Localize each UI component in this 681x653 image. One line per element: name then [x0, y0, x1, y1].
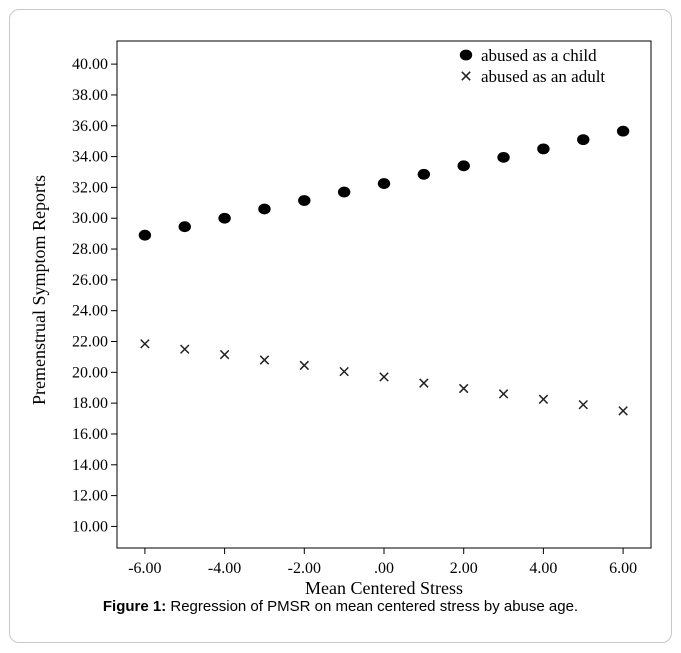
data-point-adult [140, 339, 150, 349]
data-point-child [138, 229, 152, 241]
series-abused-as-child [138, 125, 630, 241]
data-point-adult [419, 378, 429, 388]
x-marker-stroke [259, 355, 270, 365]
series-layer [138, 125, 630, 416]
y-tick-label: 12.00 [72, 488, 108, 505]
x-tick-label: 6.00 [609, 560, 637, 577]
legend-item: abused as an adult [461, 67, 605, 86]
x-tick-label: -6.00 [128, 560, 161, 577]
x-tick-label: 2.00 [450, 560, 478, 577]
data-point-child [537, 143, 550, 155]
y-tick-label: 34.00 [72, 149, 108, 166]
x-marker-stroke [419, 378, 429, 388]
y-tick-label: 38.00 [72, 87, 108, 104]
legend: abused as a child abused as an adult [459, 46, 605, 86]
data-point-adult [219, 349, 230, 360]
y-tick-label: 36.00 [72, 118, 108, 135]
data-point-adult [180, 344, 190, 354]
y-tick-label: 18.00 [72, 395, 108, 412]
data-point-child [497, 151, 510, 163]
y-tick-label: 28.00 [72, 241, 108, 258]
x-marker-stroke [339, 366, 349, 377]
y-tick-label: 22.00 [72, 334, 108, 351]
scatter-chart: 10.00 12.00 14.00 16.00 18.00 20.00 22.00 24.00… [29, 40, 652, 598]
legend-label: abused as a child [481, 46, 597, 65]
data-point-child [616, 125, 630, 137]
plot-area [116, 40, 652, 549]
data-point-adult [618, 406, 628, 416]
y-tick-label: 20.00 [72, 364, 108, 381]
x-marker-stroke [180, 344, 190, 354]
data-point-adult [379, 372, 389, 382]
data-point-adult [458, 383, 469, 394]
y-axis: 10.00 12.00 14.00 16.00 18.00 20.00 22.00 24.00… [72, 56, 117, 535]
x-marker-stroke [618, 406, 628, 416]
x-marker-stroke [379, 372, 389, 382]
x-marker-stroke [498, 389, 509, 399]
data-point-child [218, 212, 231, 224]
figure-frame [9, 9, 672, 643]
x-axis: -6.00 -4.00 -2.00 .00 2.00 4.00 6.00 [128, 548, 637, 577]
series-abused-as-adult [140, 339, 628, 416]
y-axis-title: Premenstrual Symptom Reports [29, 175, 49, 405]
legend-item: abused as a child [459, 46, 597, 65]
data-point-child [337, 186, 351, 198]
data-point-child [417, 168, 431, 180]
data-point-child [178, 221, 191, 233]
caption-label: Figure 1: [102, 598, 167, 615]
legend-label: abused as an adult [481, 67, 605, 86]
data-point-adult [259, 355, 270, 365]
y-tick-label: 14.00 [72, 457, 108, 474]
data-point-adult [498, 389, 509, 399]
y-tick-label: 16.00 [72, 426, 108, 443]
y-tick-label: 10.00 [72, 518, 108, 535]
legend-x-marker [461, 71, 471, 81]
y-tick-label: 40.00 [72, 56, 108, 73]
data-point-adult [538, 394, 549, 405]
data-point-child [298, 195, 311, 206]
x-marker-stroke [461, 71, 471, 81]
x-tick-label: .00 [374, 560, 394, 577]
caption-text: Regression of PMSR on mean centered stre… [166, 598, 579, 615]
x-tick-label: 4.00 [529, 560, 557, 577]
x-marker-stroke [299, 360, 310, 371]
x-marker-stroke [219, 349, 230, 360]
data-point-child [258, 203, 271, 215]
y-tick-label: 30.00 [72, 210, 108, 227]
figure-caption: Figure 1: Regression of PMSR on mean cen… [0, 598, 681, 615]
data-point-child [377, 178, 391, 189]
x-marker-stroke [140, 339, 150, 349]
y-tick-label: 32.00 [72, 179, 108, 196]
x-marker-stroke [538, 394, 549, 405]
y-tick-label: 24.00 [72, 303, 108, 320]
data-point-adult [339, 366, 349, 377]
x-marker-stroke [458, 383, 469, 394]
x-tick-label: -4.00 [208, 560, 241, 577]
y-tick-label: 26.00 [72, 272, 108, 289]
data-point-child [577, 134, 590, 146]
data-point-adult [578, 399, 588, 410]
x-marker-stroke [578, 399, 588, 410]
legend-circle-marker [459, 49, 473, 61]
data-point-adult [299, 360, 310, 371]
x-tick-label: -2.00 [288, 560, 321, 577]
data-point-child [457, 160, 470, 172]
x-axis-title: Mean Centered Stress [305, 578, 463, 598]
